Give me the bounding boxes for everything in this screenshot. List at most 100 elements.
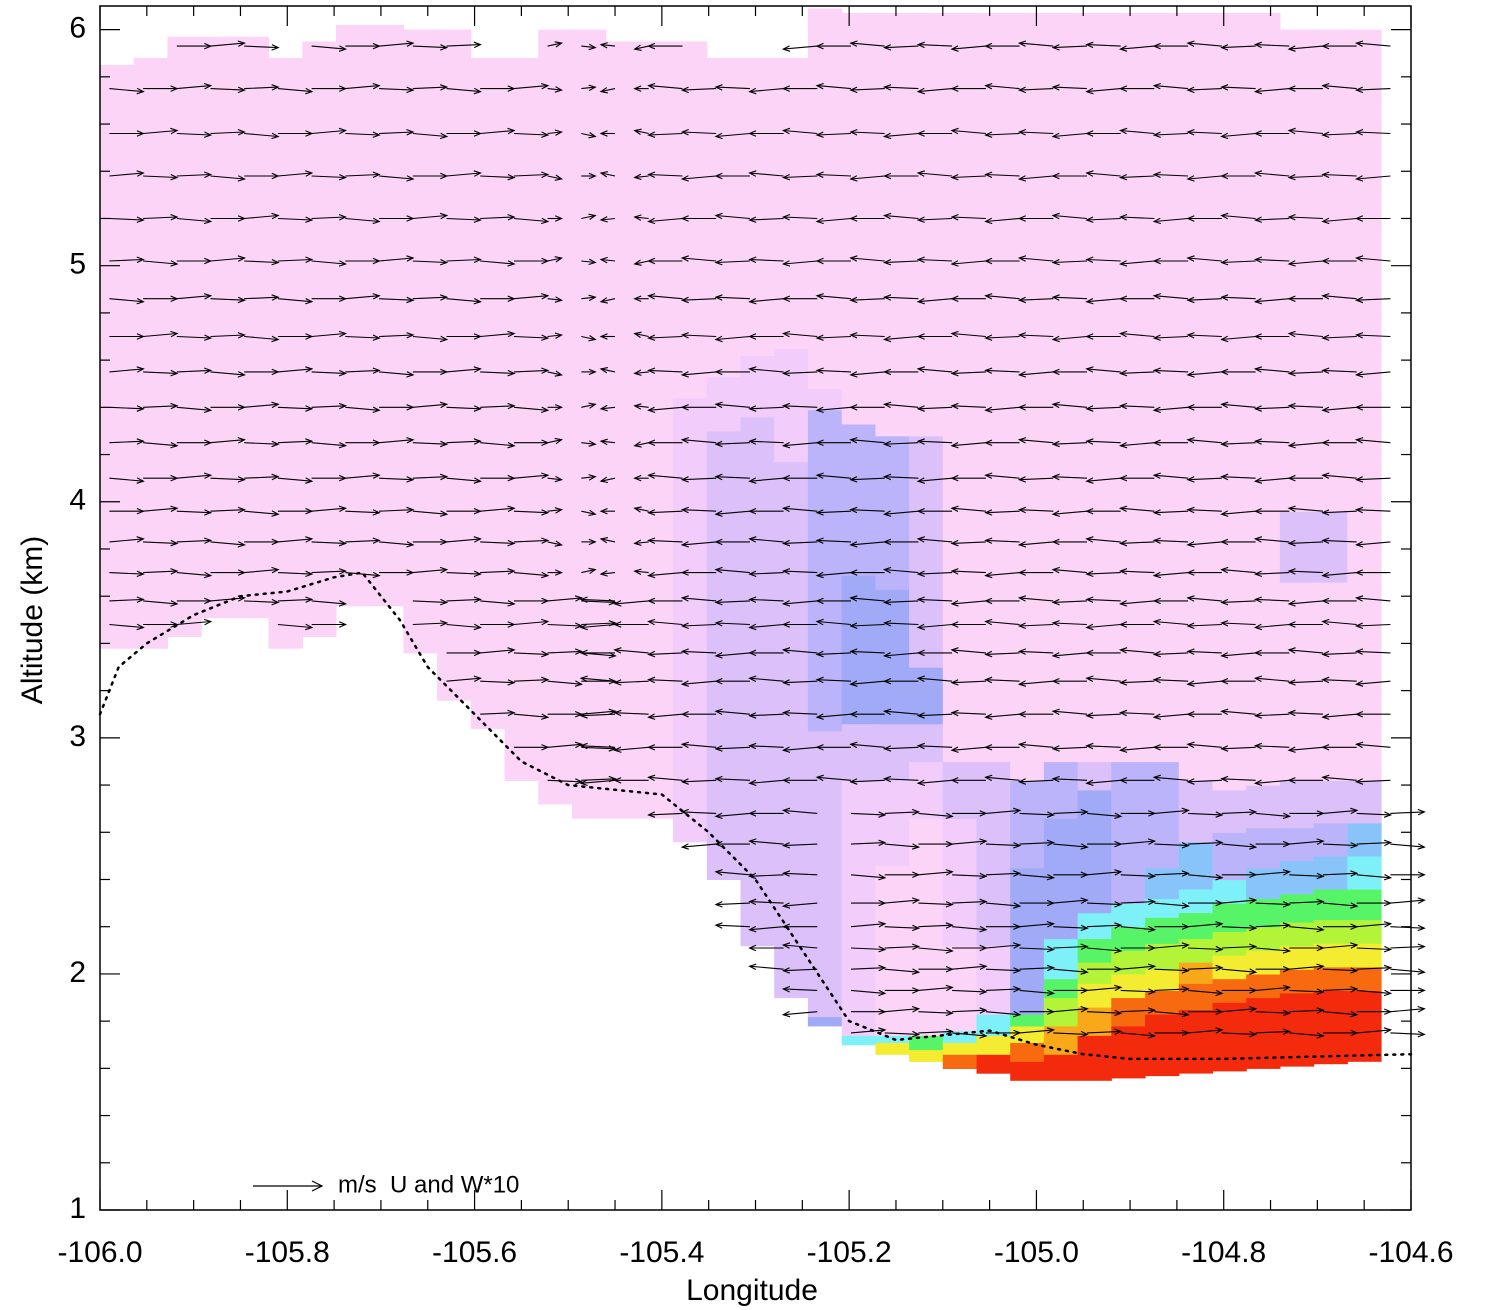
wind-arrow xyxy=(648,812,683,816)
wind-arrow xyxy=(1322,510,1357,514)
wind-arrow xyxy=(547,334,562,338)
wind-arrow xyxy=(600,477,616,482)
wind-arrow-head xyxy=(633,44,642,51)
wind-arrow-head xyxy=(1249,1030,1258,1038)
wind-arrow xyxy=(580,623,616,629)
wind-arrow xyxy=(244,569,279,574)
wind-arrow xyxy=(1086,986,1122,991)
wind-arrow-head xyxy=(237,40,246,47)
wind-arrow xyxy=(1390,843,1425,848)
wind-arrow-head xyxy=(406,332,415,339)
wind-arrow xyxy=(1187,623,1222,627)
wind-arrow xyxy=(783,746,818,751)
wind-arrow-head xyxy=(984,509,993,516)
wind-arrow-head xyxy=(1383,921,1393,928)
wind-arrow xyxy=(143,507,178,512)
wind-arrow-head xyxy=(950,474,959,482)
wind-arrow xyxy=(1154,872,1189,876)
wind-arrow-head xyxy=(338,539,348,547)
wind-arrow-head xyxy=(305,170,314,177)
wind-arrow xyxy=(1255,947,1290,952)
wind-arrow xyxy=(379,334,414,338)
wind-arrow-head xyxy=(647,509,656,516)
wind-arrow-head xyxy=(1321,744,1330,751)
x-tick-labels: -106.0 -105.8 -105.6 -105.4 -105.2 -105.0 -104… xyxy=(57,1236,1453,1269)
wind-arrow-head xyxy=(979,988,988,995)
wind-arrow-head xyxy=(1152,537,1161,544)
wind-arrow-head xyxy=(1181,1010,1190,1018)
heatmap-cell xyxy=(942,13,978,763)
wind-arrow-head xyxy=(136,366,145,373)
wind-arrow xyxy=(345,85,380,90)
wind-arrow xyxy=(1019,477,1054,481)
wind-arrow xyxy=(816,572,852,577)
wind-arrow xyxy=(600,572,616,575)
wind-arrow-head xyxy=(1253,779,1263,787)
wind-arrow xyxy=(783,507,818,512)
heatmap-cell xyxy=(807,1016,843,1027)
wind-arrow-head xyxy=(1017,506,1026,514)
wind-arrow xyxy=(783,968,818,972)
wind-arrow-head xyxy=(680,215,689,222)
x-tick-label: -104.8 xyxy=(1181,1236,1266,1269)
wind-arrow-head xyxy=(1051,652,1060,659)
wind-arrow xyxy=(1255,924,1290,928)
heatmap-cell xyxy=(976,1014,1011,1036)
wind-arrow xyxy=(109,88,144,93)
wind-arrow-head xyxy=(1085,366,1094,373)
wind-arrow xyxy=(850,257,885,262)
wind-arrow-head xyxy=(203,217,213,225)
wind-arrow-head xyxy=(1417,1005,1426,1013)
wind-arrow xyxy=(1221,260,1256,264)
wind-arrow-head xyxy=(748,712,757,719)
wind-arrow-head xyxy=(748,87,757,95)
wind-arrow xyxy=(1019,88,1054,91)
wind-arrow-head xyxy=(439,132,449,140)
axis-ticks xyxy=(99,6,1412,1211)
wind-arrow xyxy=(1120,649,1155,654)
wind-arrow-head xyxy=(554,129,564,136)
wind-arrow xyxy=(412,132,447,138)
wind-arrow xyxy=(850,334,885,338)
wind-arrow-head xyxy=(1152,713,1161,720)
wind-arrow-head xyxy=(237,296,246,304)
wind-arrow xyxy=(547,509,562,512)
wind-arrow xyxy=(547,175,562,180)
wind-arrow xyxy=(1120,874,1155,877)
wind-arrow-head xyxy=(305,256,314,263)
wind-arrow-head xyxy=(473,366,482,373)
wind-arrow-head xyxy=(554,215,563,222)
wind-arrow xyxy=(480,649,515,654)
wind-arrow-head xyxy=(714,869,723,876)
wind-arrow xyxy=(783,902,818,907)
wind-arrow-head xyxy=(1316,1032,1325,1039)
wind-arrow-head xyxy=(815,217,824,225)
wind-arrow-head xyxy=(1186,741,1195,749)
wind-arrow-head xyxy=(1017,710,1026,718)
wind-arrow xyxy=(884,335,919,341)
wind-arrow xyxy=(1086,88,1121,93)
wind-arrow-head xyxy=(599,297,609,304)
wind-arrow xyxy=(1154,539,1189,543)
wind-arrow xyxy=(446,258,481,262)
wind-arrow-head xyxy=(781,621,791,628)
wind-arrow xyxy=(634,507,649,512)
wind-arrow xyxy=(1289,901,1324,904)
wind-arrow xyxy=(682,439,717,444)
wind-arrow-head xyxy=(1316,963,1325,970)
wind-arrow xyxy=(446,298,481,303)
wind-arrow-head xyxy=(204,131,213,138)
wind-arrow-head xyxy=(984,334,993,341)
wind-arrow-head xyxy=(1287,621,1296,628)
wind-arrow-head xyxy=(1354,175,1364,182)
wind-arrow-head xyxy=(1152,472,1161,479)
wind-arrow-head xyxy=(541,217,550,225)
wind-arrow-head xyxy=(633,331,642,338)
wind-arrow xyxy=(783,332,818,338)
wind-arrow xyxy=(1052,86,1088,90)
wind-arrow-head xyxy=(599,438,608,446)
wind-arrow xyxy=(1154,572,1189,577)
wind-arrow xyxy=(1221,926,1256,929)
wind-arrow xyxy=(682,334,717,338)
wind-arrow-head xyxy=(1220,620,1229,627)
